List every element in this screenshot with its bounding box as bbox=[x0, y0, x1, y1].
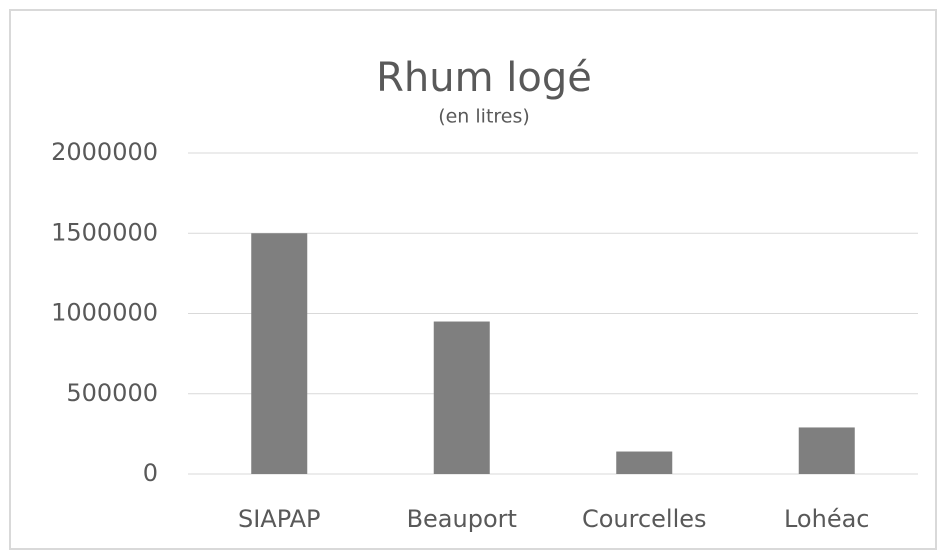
x-tick-label: Beauport bbox=[407, 505, 517, 533]
y-tick-label: 1500000 bbox=[51, 218, 158, 246]
y-tick-label: 2000000 bbox=[51, 138, 158, 166]
chart-title: Rhum logé bbox=[376, 55, 592, 101]
x-tick-label: Courcelles bbox=[582, 505, 707, 533]
x-tick-label: Lohéac bbox=[784, 505, 870, 533]
bar bbox=[433, 321, 490, 474]
y-tick-label: 0 bbox=[143, 459, 158, 487]
bar bbox=[798, 427, 855, 474]
y-tick-label: 1000000 bbox=[51, 299, 158, 327]
chart-subtitle: (en litres) bbox=[438, 106, 530, 128]
x-tick-label: SIAPAP bbox=[238, 505, 321, 533]
bar bbox=[251, 233, 308, 474]
bar bbox=[616, 451, 673, 474]
y-tick-label: 500000 bbox=[66, 379, 158, 407]
